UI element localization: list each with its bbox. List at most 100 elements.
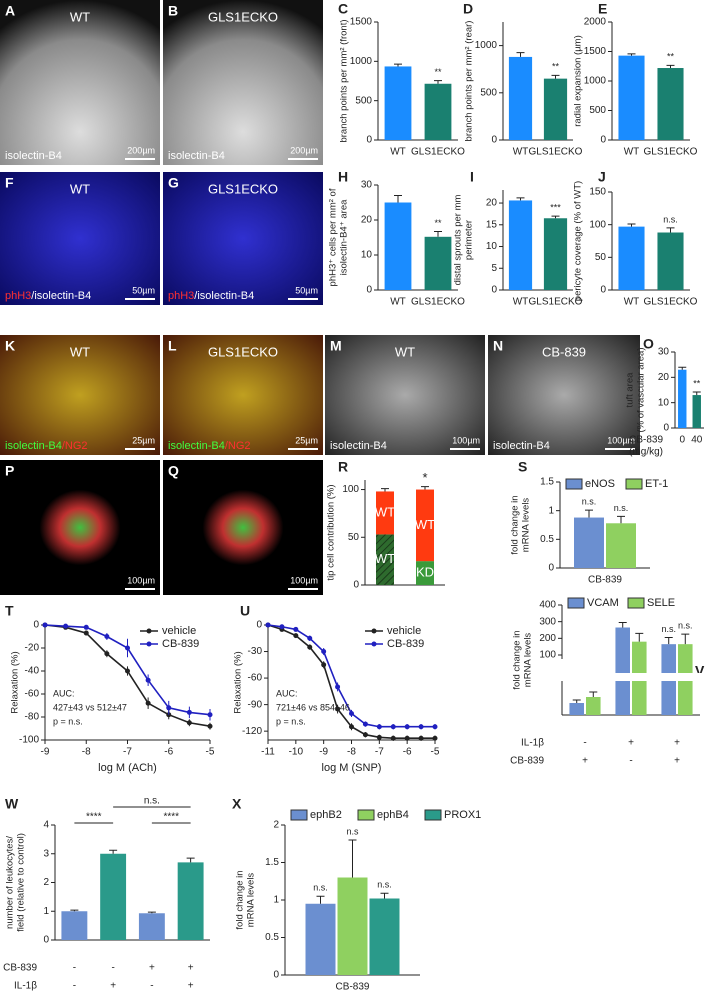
x-tick-label: -8 xyxy=(82,747,91,758)
x-tick-label: -7 xyxy=(375,747,384,758)
caption-part: isolectin-B4 xyxy=(5,150,62,162)
y-tick-label: 0 xyxy=(663,423,669,434)
legend-swatch xyxy=(565,478,583,490)
bar xyxy=(508,56,533,140)
panel-label: V xyxy=(695,663,705,679)
x-tick-label: -5 xyxy=(431,747,440,758)
bar xyxy=(574,517,604,568)
significance: **** xyxy=(163,812,179,823)
image-label: GLS1ECKO xyxy=(208,9,278,24)
legend-label: ET-1 xyxy=(645,478,668,490)
legend-marker xyxy=(146,641,152,647)
y-axis-label: mRNA levels xyxy=(246,873,257,928)
y-tick-label: -100 xyxy=(19,735,39,746)
annotation: p = n.s. xyxy=(276,716,306,726)
legend-swatch xyxy=(567,597,585,609)
legend-swatch xyxy=(424,809,442,821)
y-tick-label: -80 xyxy=(25,712,40,723)
y-tick-label: 30 xyxy=(658,347,670,358)
scale-label: 25µm xyxy=(132,435,155,445)
bar xyxy=(543,78,568,140)
y-axis-label: mRNA levels xyxy=(523,633,534,688)
segment-label: WT xyxy=(375,551,395,566)
error-bar xyxy=(109,849,118,854)
caption-part: phH3 xyxy=(5,290,31,302)
point xyxy=(362,732,368,738)
y-tick-label: 0 xyxy=(491,285,497,296)
x-axis-label: (mg/kg) xyxy=(629,447,663,458)
significance: ** xyxy=(434,67,442,77)
point xyxy=(349,724,354,730)
image-label: GLS1ECKO xyxy=(208,344,278,359)
bar xyxy=(305,903,336,975)
y-tick-label: 10 xyxy=(658,397,670,408)
error-bar xyxy=(394,63,402,67)
image-caption: isolectin-B4 xyxy=(5,150,62,162)
y-tick-label: 2000 xyxy=(584,17,607,28)
y-axis-label: fold change in xyxy=(512,630,523,689)
y-tick-label: 1500 xyxy=(350,17,373,28)
y-tick-label: 50 xyxy=(595,252,607,263)
significance: ** xyxy=(667,52,675,62)
error-bar xyxy=(434,80,442,84)
point xyxy=(307,635,313,641)
bar xyxy=(138,913,165,940)
micrograph xyxy=(0,0,160,165)
panel-label: C xyxy=(338,1,348,17)
panel-label: A xyxy=(5,3,15,19)
y-axis-label: phH3⁺ cells per mm² of xyxy=(328,188,339,286)
point xyxy=(166,705,172,711)
x-tick-label: GLS1ECKO xyxy=(411,147,465,158)
scale-label: 25µm xyxy=(295,435,318,445)
y-tick-label: 10 xyxy=(361,250,373,261)
error-bar xyxy=(618,622,627,628)
y-axis-label: pericyte coverage (% of WT) xyxy=(573,181,584,301)
point xyxy=(63,623,69,629)
image-label: WT xyxy=(70,181,90,196)
point xyxy=(186,709,192,715)
spheroid xyxy=(198,485,288,570)
bar xyxy=(692,395,701,428)
point xyxy=(390,724,396,730)
image-caption: phH3/isolectin-B4 xyxy=(168,290,254,302)
y-tick-label: 1.5 xyxy=(540,477,554,488)
caption-part: isolectin-B4 xyxy=(168,440,225,452)
y-axis-label: number of leukocytes/ xyxy=(5,836,16,929)
micrograph xyxy=(163,172,323,305)
error-bar xyxy=(316,895,325,904)
error-bar xyxy=(421,486,429,490)
bar xyxy=(586,697,601,715)
y-tick-label: 100 xyxy=(539,650,556,661)
y-tick-label: 0 xyxy=(600,135,606,146)
y-tick-label: 1 xyxy=(43,906,49,917)
point xyxy=(404,724,410,730)
significance: ** xyxy=(434,218,442,228)
panel-label: B xyxy=(168,3,178,19)
panel-label: E xyxy=(598,1,607,17)
point xyxy=(42,622,48,628)
error-bar xyxy=(666,64,675,69)
image-label: CB-839 xyxy=(542,344,586,359)
significance: n.s. xyxy=(678,621,693,631)
point xyxy=(376,734,382,740)
axis-break xyxy=(556,673,702,681)
y-tick-label: 500 xyxy=(589,105,606,116)
error-bar xyxy=(551,215,560,219)
y-tick-label: -20 xyxy=(25,643,40,654)
x-tick-label: GLS1ECKO xyxy=(529,297,583,308)
significance: n.s. xyxy=(663,214,678,224)
y-tick-label: 500 xyxy=(480,87,497,98)
bar-segment xyxy=(376,491,394,535)
point xyxy=(418,735,424,741)
image-caption: isolectin-B4 xyxy=(493,440,550,452)
point xyxy=(125,645,130,651)
error-bar xyxy=(380,892,389,899)
micrograph xyxy=(488,335,640,455)
point xyxy=(207,723,213,729)
error-bar xyxy=(434,231,442,237)
y-axis-label: field (relative to control) xyxy=(16,833,27,932)
point xyxy=(186,720,192,726)
legend-swatch xyxy=(290,809,308,821)
point xyxy=(265,622,271,628)
